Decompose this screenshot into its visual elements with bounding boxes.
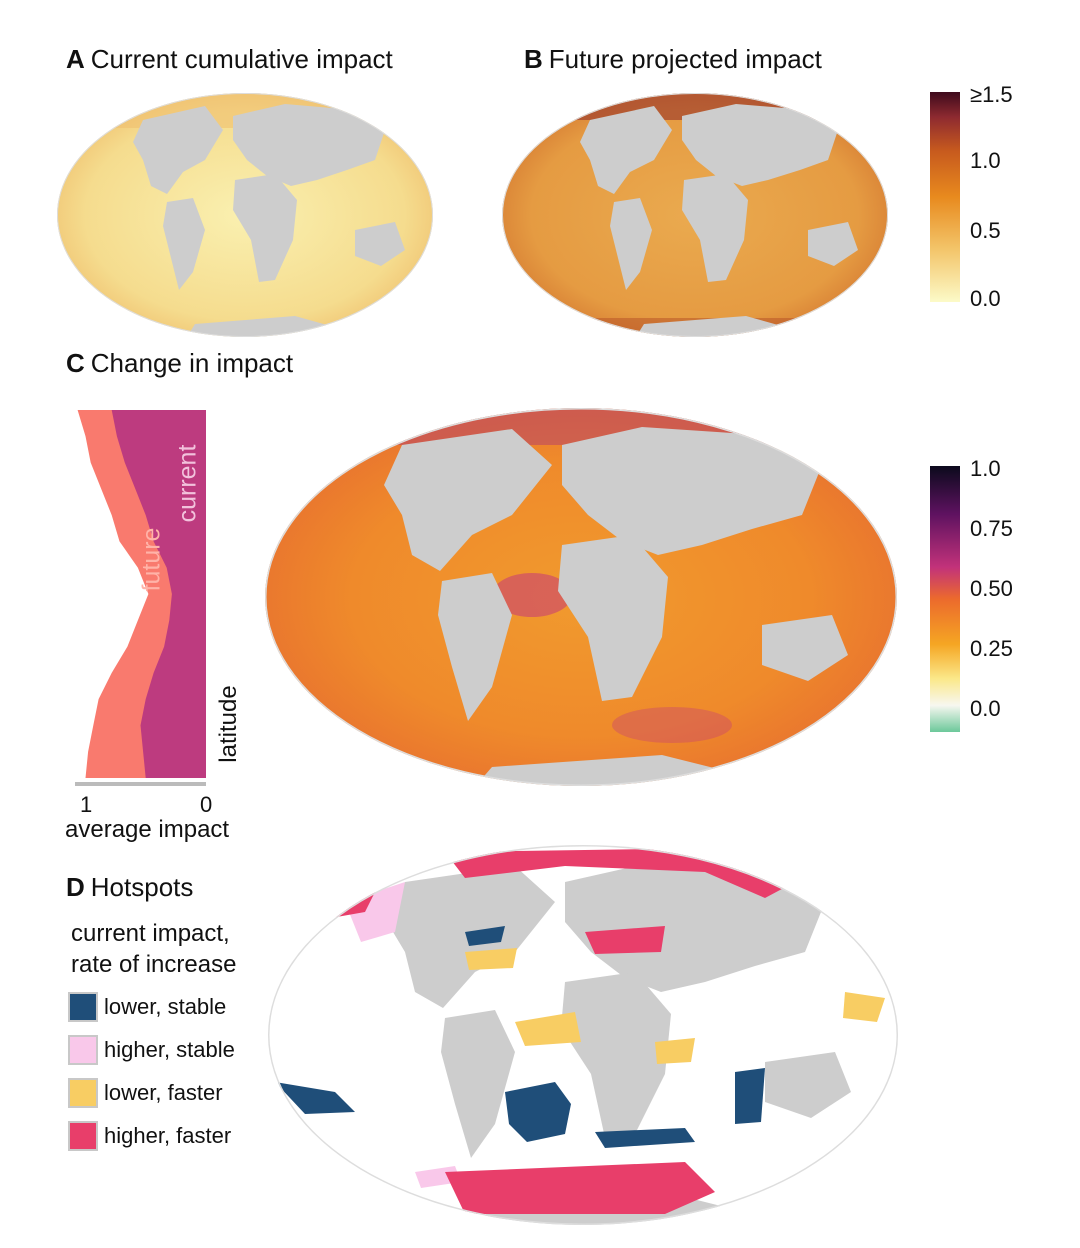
colorbar-tick: ≥1.5 (970, 82, 1013, 107)
current-label: current (173, 444, 202, 523)
legend-item-lower-stable: lower, stable (68, 990, 235, 1024)
x-axis-label: average impact (65, 816, 230, 843)
latitude-axis-label: latitude (215, 685, 242, 763)
legend-swatch (68, 1078, 98, 1108)
legend-label: higher, faster (104, 1123, 232, 1148)
panel-c-title: C Change in impact (66, 348, 294, 378)
land-masses (133, 104, 405, 337)
hotspot-legend-title: current impact, rate of increase (71, 920, 237, 978)
colorbar-tick: 0.75 (970, 516, 1013, 541)
latitude-profile-chart (75, 410, 206, 786)
panel-b-title: B Future projected impact (524, 44, 822, 74)
x-tick: 0 (200, 792, 213, 817)
panel-a-title: A Current cumulative impact (66, 44, 393, 74)
change-colorbar (930, 466, 960, 732)
legend-label: lower, stable (104, 994, 227, 1019)
legend-swatch (68, 1121, 98, 1151)
x-tick: 1 (80, 792, 93, 817)
legend-swatch (68, 1035, 98, 1065)
legend-label: lower, faster (104, 1080, 223, 1105)
legend-label: higher, stable (104, 1037, 235, 1062)
colorbar-tick: 0.5 (970, 218, 1001, 243)
colorbar-tick: 0.0 (970, 696, 1001, 721)
colorbar-tick: 0.50 (970, 576, 1013, 601)
hotspot-patches (275, 848, 885, 1214)
future-impact-map (502, 93, 888, 337)
impact-colorbar (930, 92, 960, 302)
colorbar-tick: 0.0 (970, 286, 1001, 311)
hotspots-map (268, 845, 898, 1225)
current-impact-map (57, 93, 433, 337)
legend-item-lower-faster: lower, faster (68, 1076, 235, 1110)
current-series-area (111, 410, 206, 778)
land-masses (580, 104, 858, 337)
legend-item-higher-stable: higher, stable (68, 1033, 235, 1067)
legend-swatch (68, 992, 98, 1022)
panel-d-title: D Hotspots (66, 872, 194, 902)
hotspot-legend: lower, stable higher, stable lower, fast… (68, 990, 235, 1162)
future-label: future (137, 527, 166, 592)
colorbar-tick: 1.0 (970, 456, 1001, 481)
change-in-impact-map (265, 408, 897, 786)
land-masses (384, 427, 848, 786)
colorbar-tick: 1.0 (970, 148, 1001, 173)
legend-item-higher-faster: higher, faster (68, 1119, 235, 1153)
colorbar-tick: 0.25 (970, 636, 1013, 661)
